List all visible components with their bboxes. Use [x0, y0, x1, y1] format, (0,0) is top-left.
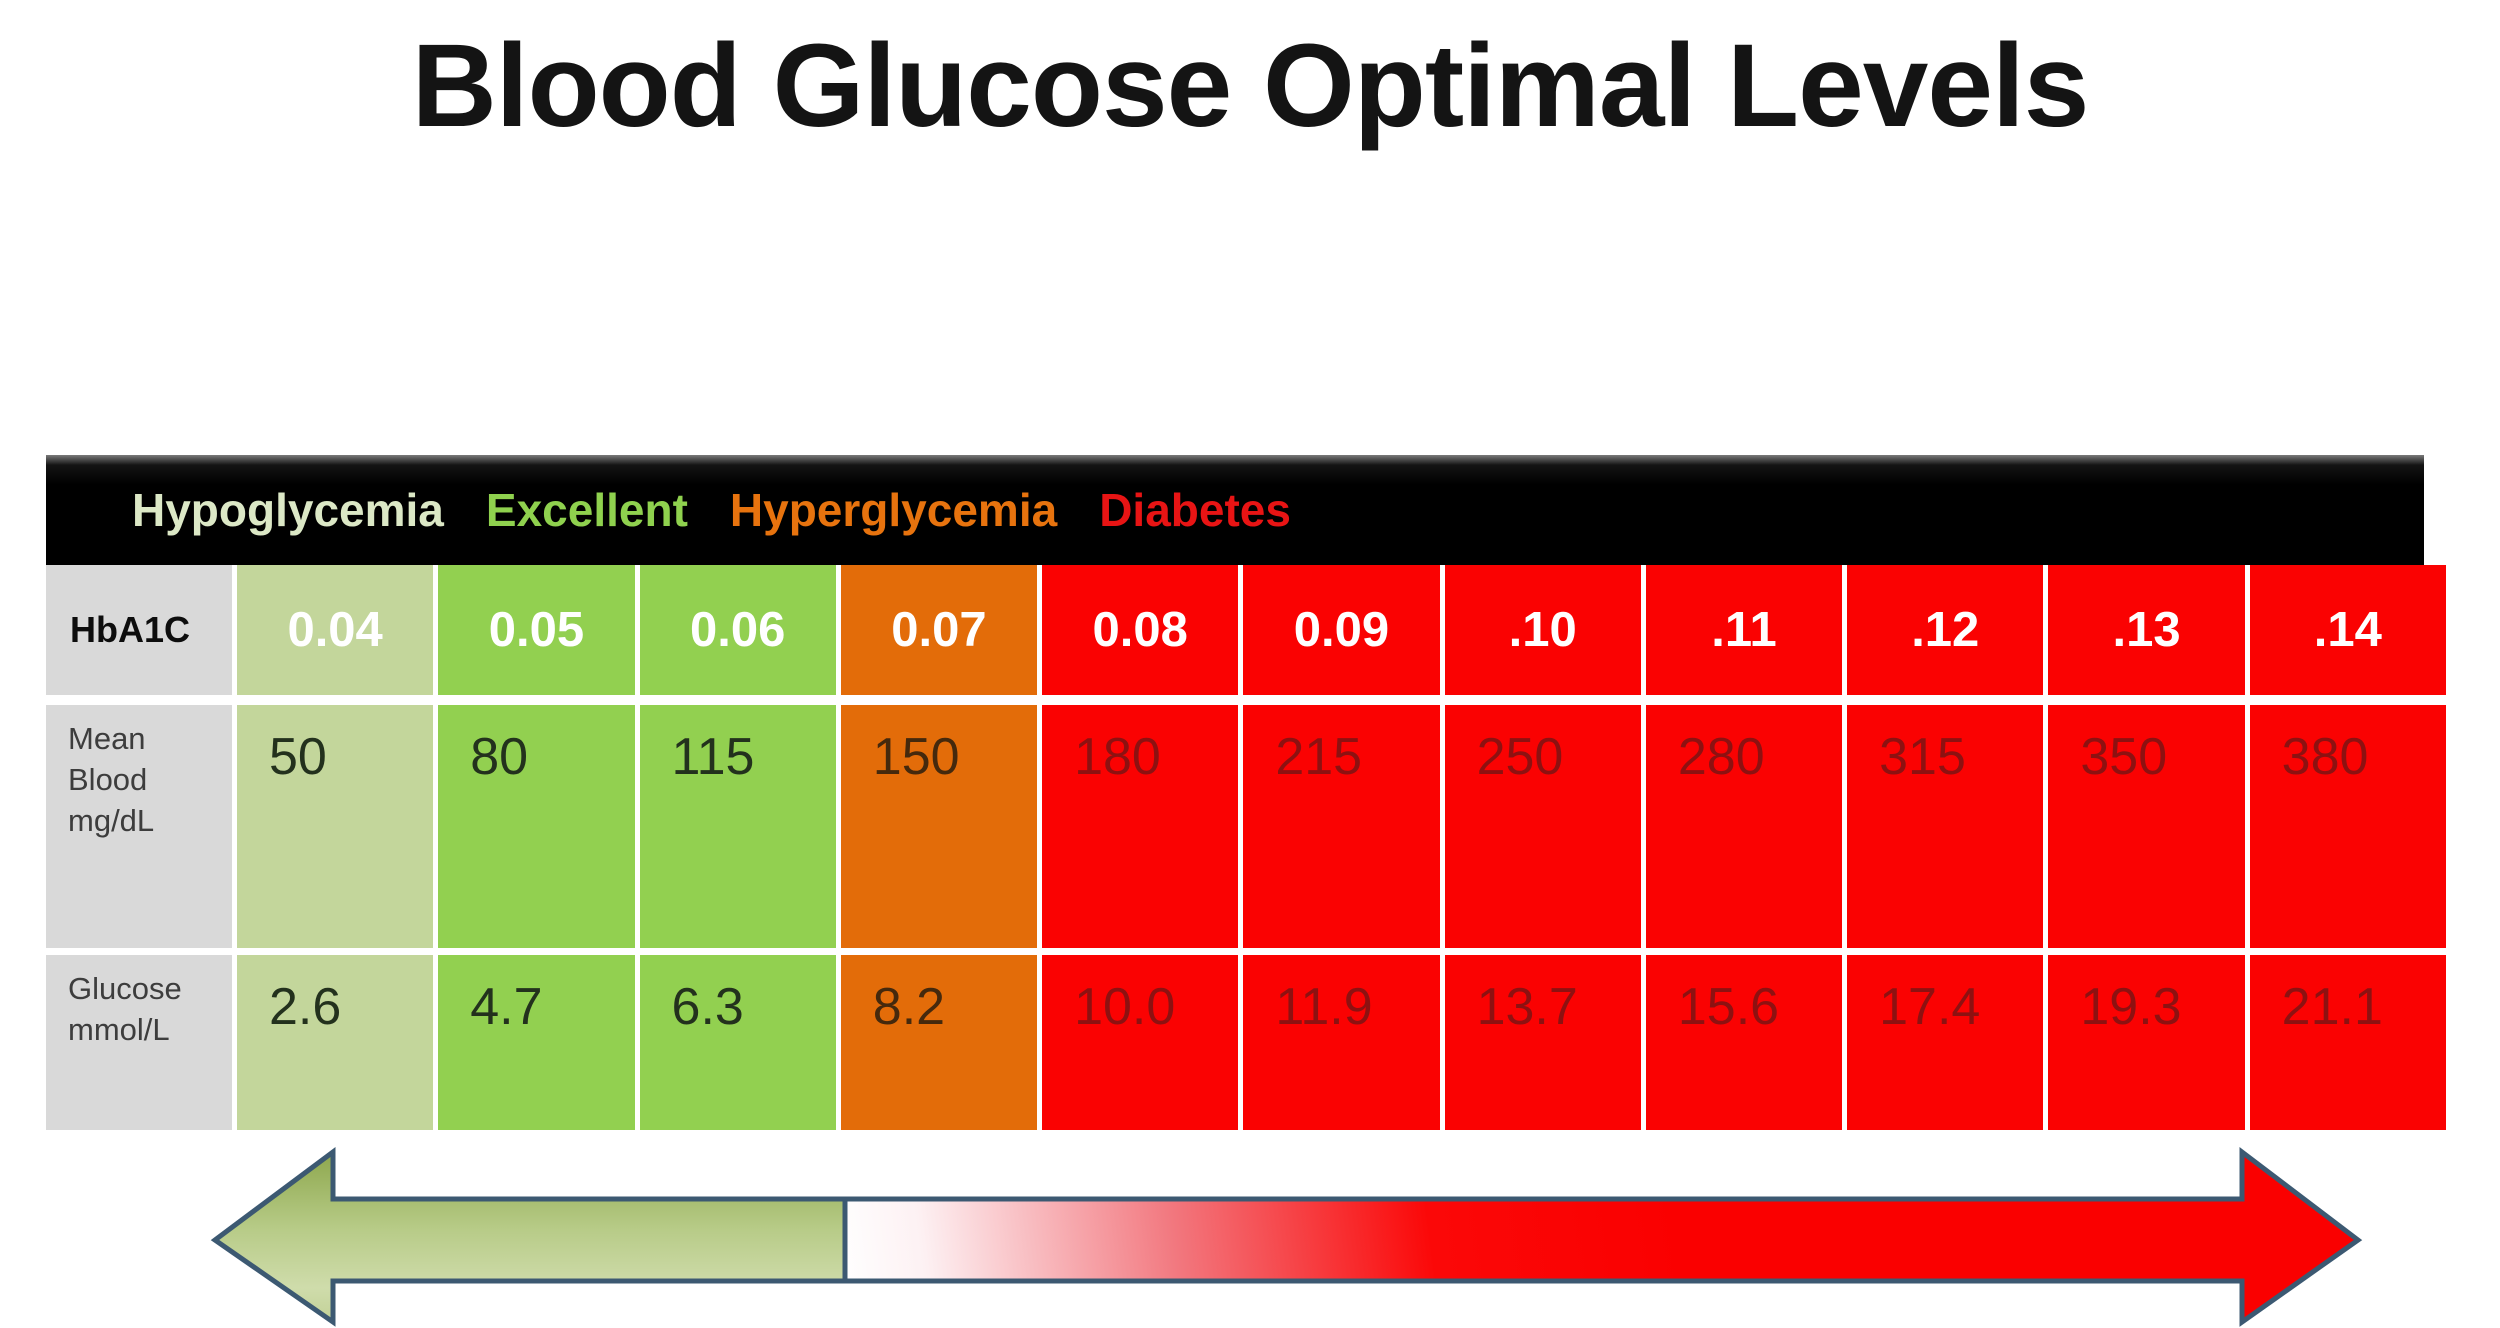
arrow-right-red-segment [842, 1146, 2363, 1327]
legend-hyperglycemia-label: Hyperglycemia [729, 484, 1058, 536]
mean-blood-cell: 350 [2048, 705, 2245, 948]
arrow-left-green-segment [210, 1147, 848, 1327]
mean-blood-cell: 80 [438, 705, 635, 948]
hba1c-cell: .13 [2048, 565, 2245, 695]
mean-blood-cell: 280 [1645, 705, 1843, 948]
hba1c-row: HbA1C 0.04 0.05 0.06 0.07 0.08 0.09 .10 … [46, 565, 2446, 695]
hba1c-cell: 0.04 [237, 565, 434, 695]
mean-blood-cell: 380 [2249, 705, 2446, 948]
glucose-mmol-cell: 10.0 [1042, 955, 1239, 1130]
glucose-mmol-row-label: Glucose mmol/L [46, 955, 232, 1130]
mean-blood-cell: 315 [1847, 705, 2044, 948]
glucose-mmol-cell: 8.2 [840, 955, 1038, 1130]
legend-excellent-label: Excellent [485, 484, 688, 536]
glucose-mmol-cell: 15.6 [1645, 955, 1843, 1130]
glucose-mmol-cell: 21.1 [2249, 955, 2446, 1130]
zone-legend-band: Hypoglycemia Excellent Hyperglycemia Dia… [46, 455, 2424, 565]
hba1c-cell: 0.09 [1243, 565, 1440, 695]
hba1c-cell: .11 [1645, 565, 1843, 695]
hba1c-cell: 0.07 [840, 565, 1038, 695]
mean-blood-row: Mean Blood mg/dL 50 80 115 150 180 215 2… [46, 705, 2446, 948]
hba1c-cell: .10 [1444, 565, 1641, 695]
hba1c-cell: 0.06 [639, 565, 836, 695]
mean-blood-cell: 50 [237, 705, 434, 948]
glucose-mmol-cell: 19.3 [2048, 955, 2245, 1130]
hba1c-cell: .12 [1847, 565, 2044, 695]
glucose-mmol-cell: 4.7 [438, 955, 635, 1130]
mean-blood-cell: 215 [1243, 705, 1440, 948]
hba1c-row-label: HbA1C [46, 565, 232, 695]
hba1c-cell: 0.05 [438, 565, 635, 695]
glucose-mmol-cell: 2.6 [237, 955, 434, 1130]
mean-blood-cell: 250 [1444, 705, 1641, 948]
mean-blood-cell: 150 [840, 705, 1038, 948]
legend-hypoglycemia-label: Hypoglycemia [132, 484, 444, 536]
mean-blood-row-label: Mean Blood mg/dL [46, 705, 232, 948]
glucose-mmol-cell: 6.3 [639, 955, 836, 1130]
legend-diabetes-label: Diabetes [1099, 484, 1291, 536]
glucose-mmol-cell: 17.4 [1847, 955, 2044, 1130]
hba1c-cell: .14 [2249, 565, 2446, 695]
glucose-mmol-row: Glucose mmol/L 2.6 4.7 6.3 8.2 10.0 11.9… [46, 955, 2446, 1130]
page-title: Blood Glucose Optimal Levels [411, 20, 2090, 152]
hba1c-cell: 0.08 [1042, 565, 1239, 695]
mean-blood-cell: 180 [1042, 705, 1239, 948]
glucose-mmol-cell: 11.9 [1243, 955, 1440, 1130]
glucose-mmol-cell: 13.7 [1444, 955, 1641, 1130]
mean-blood-cell: 115 [639, 705, 836, 948]
